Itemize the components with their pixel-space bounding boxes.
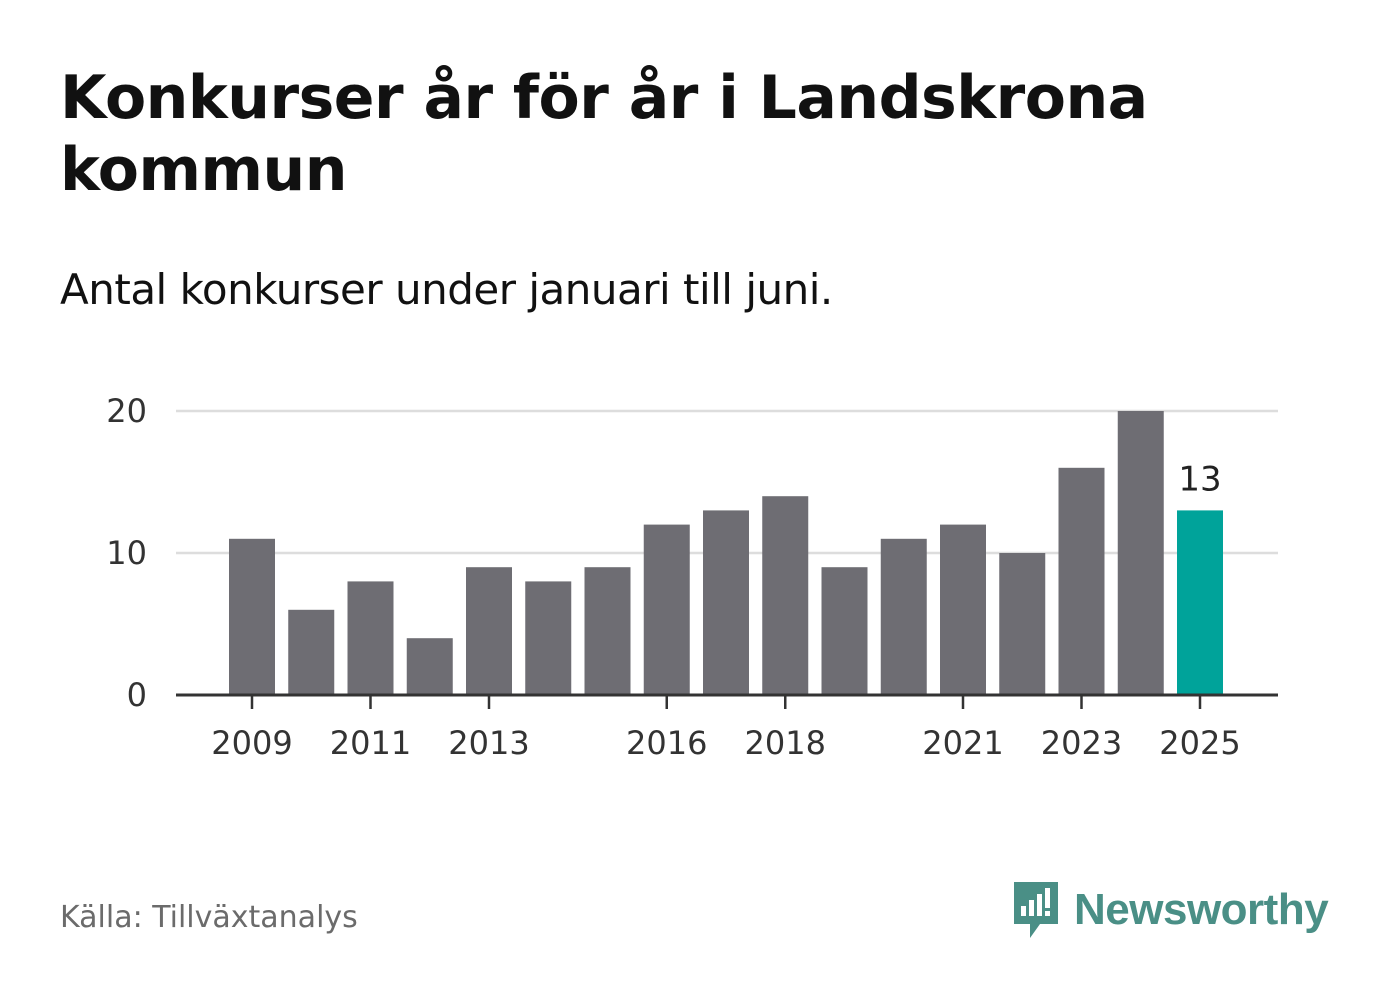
bar — [525, 581, 572, 695]
x-tick-label: 2009 — [211, 724, 292, 762]
bar — [940, 524, 986, 695]
bar — [1058, 467, 1105, 695]
bar — [643, 524, 690, 695]
bar — [703, 510, 749, 695]
x-tick-label: 2018 — [745, 724, 826, 762]
bar — [347, 581, 394, 695]
x-tick-label: 2016 — [626, 724, 707, 762]
bars — [229, 411, 1223, 695]
bar — [821, 567, 868, 695]
bar — [999, 553, 1046, 695]
bar — [466, 567, 512, 695]
bar — [1117, 411, 1164, 695]
x-tick-label: 2023 — [1041, 724, 1122, 762]
newsworthy-logo-icon — [1014, 882, 1058, 938]
x-tick-label: 2025 — [1159, 724, 1240, 762]
bar — [762, 496, 809, 695]
bar — [1177, 510, 1223, 695]
x-tick-label: 2021 — [922, 724, 1003, 762]
bar — [880, 538, 927, 695]
chart-subtitle: Antal konkurser under januari till juni. — [60, 265, 833, 314]
bar — [406, 638, 453, 695]
y-tick-label: 10 — [106, 534, 147, 572]
bar — [288, 609, 335, 695]
x-tick-label: 2013 — [448, 724, 529, 762]
brand-name: Newsworthy — [1074, 885, 1329, 934]
chart-title: Konkurser år för år i Landskrona kommun — [60, 63, 1148, 205]
source-note: Källa: Tillväxtanalys — [60, 900, 358, 935]
x-axis — [176, 693, 1278, 709]
y-tick-label: 20 — [106, 392, 147, 430]
newsworthy-logo: Newsworthy — [1010, 878, 1329, 942]
y-tick-label: 0 — [127, 676, 147, 714]
data-label: 13 — [1178, 459, 1221, 499]
bar — [584, 567, 631, 695]
bar — [229, 538, 275, 695]
x-tick-label: 2011 — [330, 724, 411, 762]
